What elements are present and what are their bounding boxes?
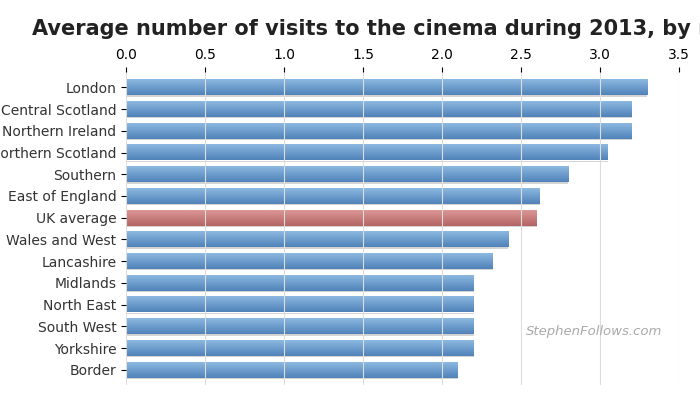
Bar (126, 269, 493, 271)
Bar (126, 160, 608, 162)
Bar (126, 291, 474, 292)
Bar (126, 313, 474, 314)
Bar (126, 247, 508, 249)
Bar (126, 117, 631, 118)
Text: StephenFollows.com: StephenFollows.com (526, 325, 662, 338)
Bar (126, 95, 648, 97)
Bar (126, 182, 568, 184)
Bar (126, 226, 537, 227)
Bar (126, 204, 540, 205)
Bar (126, 378, 458, 379)
Bar (126, 334, 474, 336)
Bar (126, 139, 631, 140)
Title: Average number of visits to the cinema during 2013, by region: Average number of visits to the cinema d… (32, 18, 700, 38)
Bar (126, 356, 474, 357)
